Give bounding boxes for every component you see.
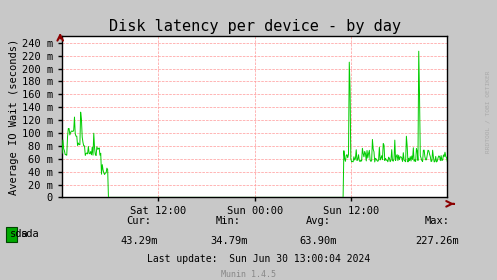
Text: Last update:  Sun Jun 30 13:00:04 2024: Last update: Sun Jun 30 13:00:04 2024 <box>147 254 370 264</box>
Text: 43.29m: 43.29m <box>120 236 158 246</box>
Text: Cur:: Cur: <box>127 216 152 226</box>
Text: sda: sda <box>10 229 29 239</box>
Text: sda: sda <box>21 229 40 239</box>
Text: Munin 1.4.5: Munin 1.4.5 <box>221 270 276 279</box>
Y-axis label: Average IO Wait (seconds): Average IO Wait (seconds) <box>9 39 19 195</box>
Title: Disk latency per device - by day: Disk latency per device - by day <box>109 19 401 34</box>
FancyBboxPatch shape <box>6 227 17 242</box>
Text: 34.79m: 34.79m <box>210 236 248 246</box>
Text: 227.26m: 227.26m <box>415 236 459 246</box>
Text: RRDTOOL / TOBI OETIKER: RRDTOOL / TOBI OETIKER <box>486 71 491 153</box>
Text: Avg:: Avg: <box>306 216 331 226</box>
Text: 63.90m: 63.90m <box>299 236 337 246</box>
Text: Max:: Max: <box>425 216 450 226</box>
Text: Min:: Min: <box>216 216 241 226</box>
